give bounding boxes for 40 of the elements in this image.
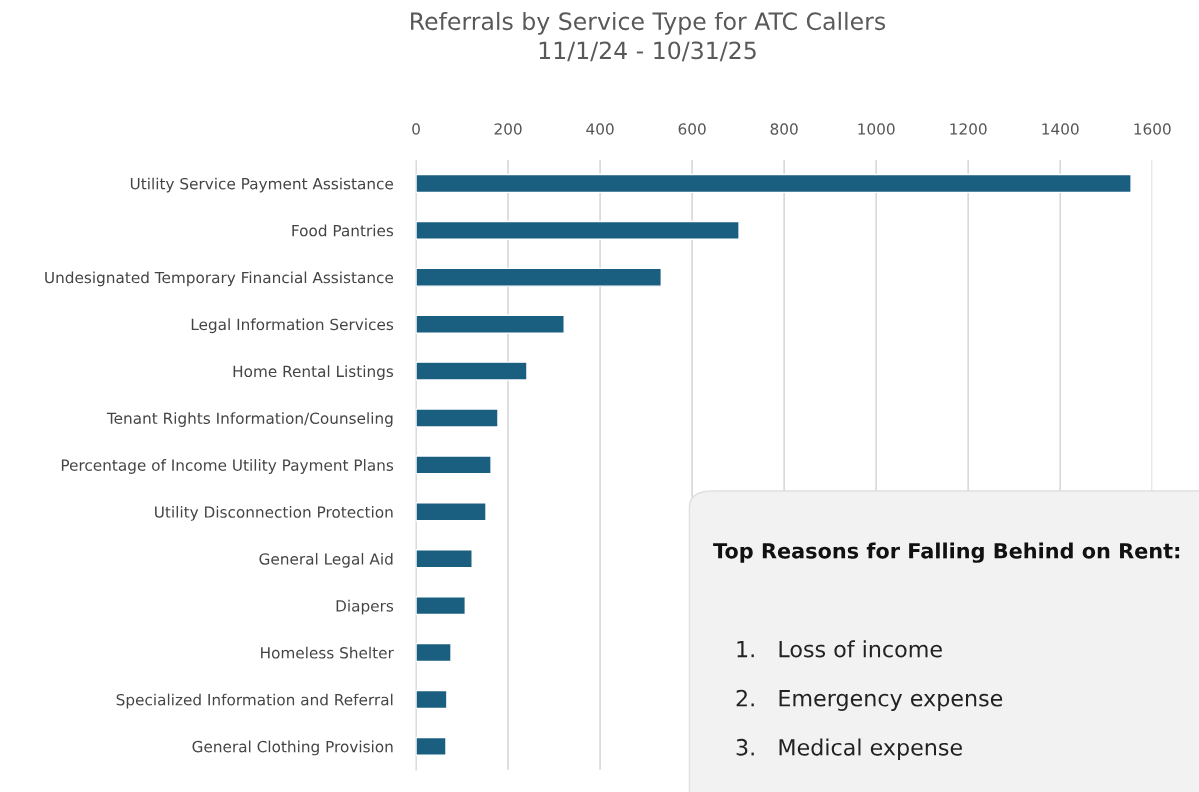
y-tick-label: Utility Service Payment Assistance — [130, 177, 394, 193]
x-tick-label: 1600 — [1134, 123, 1171, 135]
x-tick-label: 1400 — [1042, 123, 1079, 135]
x-tick-label: 800 — [770, 123, 798, 135]
chart-title: Referrals by Service Type for ATC Callers 11/1/24 - 10/31/25 — [411, 11, 886, 62]
x-tick-label: 200 — [494, 123, 522, 135]
annotation: 3. Medical expense — [736, 738, 962, 760]
y-tick-label: Undesignated Temporary Financial Assistance — [45, 271, 394, 287]
y-tick-label: Tenant Rights Information/Counseling — [106, 412, 393, 427]
y-tick-label: General Legal Aid — [259, 552, 393, 568]
y-tick-label: Homeless Shelter — [261, 646, 394, 659]
bar — [416, 596, 466, 616]
x-tick-label: 0 — [412, 123, 420, 135]
bar — [416, 502, 487, 522]
x-tick-label: 600 — [678, 123, 706, 135]
bar — [416, 220, 740, 240]
annotation: Top Reasons for Falling Behind on Rent: — [713, 542, 1180, 563]
bar — [416, 314, 565, 334]
bar — [416, 173, 1132, 194]
bar — [416, 549, 473, 569]
x-tick-label: 400 — [586, 123, 614, 135]
bar — [416, 408, 499, 428]
bar — [416, 689, 448, 710]
bar — [416, 736, 447, 756]
y-tick-label: Food Pantries — [292, 224, 394, 237]
y-tick-label: Diapers — [336, 599, 394, 615]
y-tick-label: Percentage of Income Utility Payment Plans — [61, 459, 394, 474]
x-tick-label: 1200 — [950, 123, 987, 135]
y-tick-label: General Clothing Provision — [192, 740, 393, 756]
bar — [416, 267, 662, 287]
bar — [416, 455, 492, 475]
y-tick-label: Legal Information Services — [191, 318, 394, 334]
annotation: 2. Emergency expense — [736, 689, 1003, 711]
annotation: 1. Loss of income — [737, 640, 942, 658]
y-tick-label: Home Rental Listings — [233, 365, 394, 381]
bar — [416, 642, 452, 663]
x-tick-label: 1000 — [858, 123, 895, 135]
y-tick-label: Specialized Information and Referral — [116, 693, 393, 709]
y-tick-label: Utility Disconnection Protection — [155, 506, 393, 521]
bar — [416, 361, 528, 381]
